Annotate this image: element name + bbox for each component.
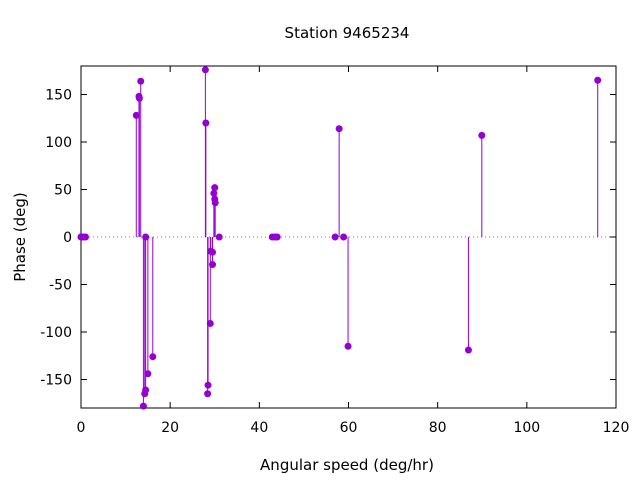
- y-tick-label: -100: [40, 325, 72, 341]
- data-point: [204, 381, 212, 389]
- data-point: [340, 233, 348, 241]
- x-tick-label: 20: [161, 420, 179, 436]
- data-point: [211, 199, 219, 207]
- impulse-series: [135, 69, 599, 407]
- data-point: [215, 233, 223, 241]
- y-tick-label: 100: [45, 135, 72, 151]
- x-tick-label: 60: [340, 420, 358, 436]
- data-point: [202, 119, 210, 127]
- x-axis-ticks: 0 20 40 60 80 100 120: [77, 66, 630, 436]
- data-point: [142, 233, 150, 241]
- data-point: [142, 386, 150, 394]
- data-point: [209, 261, 217, 269]
- y-axis-label: Phase (deg): [11, 192, 29, 282]
- point-series: [77, 66, 602, 410]
- y-tick-label: -50: [49, 278, 72, 294]
- y-axis-ticks: -150 -100 -50 0 50 100 150: [40, 88, 616, 389]
- x-tick-label: 40: [250, 420, 268, 436]
- data-point: [478, 131, 486, 139]
- data-point: [132, 111, 140, 119]
- data-point: [204, 390, 212, 398]
- y-tick-label: 50: [54, 183, 72, 199]
- data-point: [137, 77, 145, 85]
- data-point: [149, 353, 157, 361]
- data-point: [144, 370, 152, 378]
- data-point: [139, 402, 147, 410]
- data-point: [273, 233, 281, 241]
- data-point: [135, 94, 143, 102]
- data-point: [81, 233, 89, 241]
- data-point: [331, 233, 339, 241]
- data-point: [209, 248, 217, 256]
- data-point: [201, 66, 209, 74]
- x-tick-label: 100: [513, 420, 540, 436]
- y-tick-label: 150: [45, 88, 72, 104]
- chart-title: Station 9465234: [285, 24, 410, 42]
- y-tick-label: 0: [63, 230, 72, 246]
- x-axis-label: Angular speed (deg/hr): [260, 456, 434, 474]
- data-point: [211, 184, 219, 192]
- x-tick-label: 80: [429, 420, 447, 436]
- x-tick-label: 0: [77, 420, 86, 436]
- data-point: [594, 76, 602, 84]
- data-point: [210, 189, 218, 197]
- y-tick-label: -150: [40, 373, 72, 389]
- data-point: [335, 125, 343, 133]
- x-tick-label: 120: [603, 420, 630, 436]
- data-point: [464, 346, 472, 354]
- data-point: [206, 319, 214, 327]
- data-point: [344, 342, 352, 350]
